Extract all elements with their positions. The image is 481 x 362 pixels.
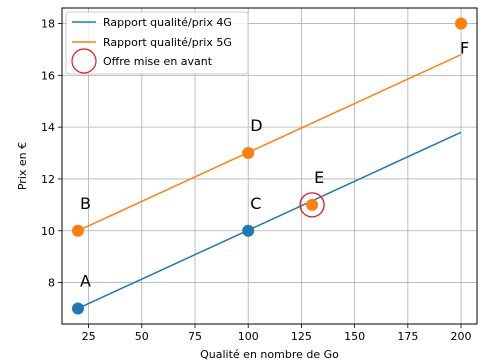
data-point-e xyxy=(306,198,319,211)
legend-box xyxy=(65,11,249,75)
data-point-c xyxy=(242,224,255,237)
data-point-b xyxy=(71,224,84,237)
highlight-circle xyxy=(299,192,325,218)
point-label-b: B xyxy=(80,194,91,213)
x-tick-label: 100 xyxy=(238,330,259,343)
legend-swatch-highlight xyxy=(71,48,97,74)
x-tick-label: 50 xyxy=(135,330,149,343)
data-point-f xyxy=(455,17,468,30)
axis-ticks: 25 50 75 100 125 150 175 200 8 10 12 14 16 18 xyxy=(41,18,472,343)
legend-label-highlight: Offre mise en avant xyxy=(103,55,213,68)
y-tick-label: 16 xyxy=(41,69,55,82)
x-tick-label: 75 xyxy=(188,330,202,343)
point-label-d: D xyxy=(250,116,262,135)
y-tick-label: 12 xyxy=(41,173,55,186)
y-tick-label: 18 xyxy=(41,18,55,31)
point-label-f: F xyxy=(460,39,469,58)
y-tick-label: 8 xyxy=(48,277,55,290)
grid xyxy=(62,8,477,324)
series-lines xyxy=(77,53,462,310)
legend: Rapport qualité/prix 4G Rapport qualité/… xyxy=(65,11,249,75)
data-point-a xyxy=(71,302,84,315)
plot-frame xyxy=(61,7,478,325)
data-point-d xyxy=(242,147,255,160)
x-tick-label: 125 xyxy=(291,330,312,343)
x-tick-label: 25 xyxy=(82,330,96,343)
y-axis-label: Prix en € xyxy=(16,142,29,190)
y-tick-label: 10 xyxy=(41,225,55,238)
data-points xyxy=(71,17,468,315)
x-tick-label: 200 xyxy=(451,330,472,343)
point-label-e: E xyxy=(314,168,324,187)
y-tick-label: 14 xyxy=(41,121,55,134)
point-labels: A B C D E F xyxy=(80,39,469,291)
x-tick-label: 175 xyxy=(397,330,418,343)
legend-label-5g: Rapport qualité/prix 5G xyxy=(103,36,232,49)
series-line-1 xyxy=(77,53,462,232)
legend-label-4g: Rapport qualité/prix 4G xyxy=(103,16,232,29)
series-line-0 xyxy=(77,131,462,310)
x-tick-label: 150 xyxy=(344,330,365,343)
point-label-a: A xyxy=(80,271,91,290)
x-axis-label: Qualité en nombre de Go xyxy=(200,348,339,361)
point-label-c: C xyxy=(250,194,261,213)
